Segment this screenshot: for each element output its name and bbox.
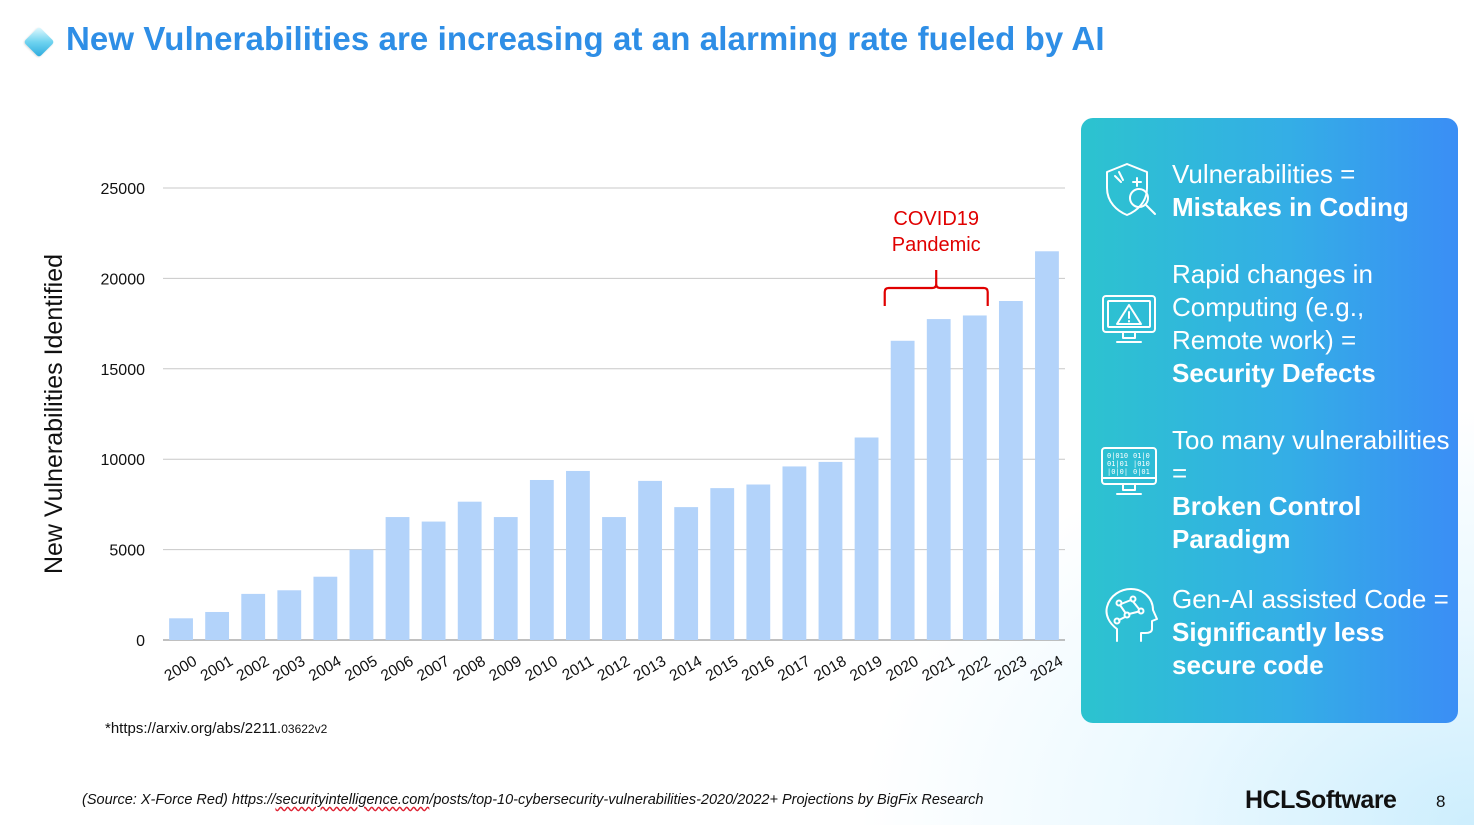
x-tick-label: 2008 <box>450 653 488 685</box>
source-url-link[interactable]: securityintelligence.com <box>275 792 430 808</box>
x-tick-label: 2007 <box>414 653 452 685</box>
bar <box>385 517 410 640</box>
title-row: New Vulnerabilities are increasing at an… <box>22 20 1105 58</box>
bar <box>962 315 987 640</box>
annotation-label-line1: COVID19 <box>893 208 979 230</box>
y-axis-label: New Vulnerabilities Identified <box>40 254 68 574</box>
hclsoftware-logo: HCLSoftware <box>1245 786 1397 814</box>
info-item-bold: Mistakes in Coding <box>1172 192 1409 222</box>
page-title: New Vulnerabilities are increasing at an… <box>66 20 1105 57</box>
ai-head-icon <box>1105 588 1158 642</box>
x-tick-label: 2021 <box>919 653 957 685</box>
info-item-text: Rapid changes in Computing (e.g., Remote… <box>1172 258 1454 390</box>
monitor-binary-icon: 0|010 01|01 |0|0| 01|0 |010 0|01 <box>1101 447 1157 495</box>
info-item-label: Rapid changes in Computing (e.g., Remote… <box>1172 259 1373 355</box>
x-tick-label: 2014 <box>667 653 706 685</box>
bar <box>566 470 590 640</box>
x-tick-label: 2002 <box>234 653 272 685</box>
x-tick-label: 2015 <box>703 653 741 685</box>
bar <box>854 437 879 640</box>
bar <box>493 517 518 640</box>
x-tick-label: 2022 <box>955 653 993 685</box>
page-number: 8 <box>1436 792 1446 811</box>
source-suffix: /posts/top-10-cybersecurity-vulnerabilit… <box>429 792 984 808</box>
bar <box>205 611 230 640</box>
x-tick-label: 2013 <box>631 653 669 685</box>
svg-text:|010: |010 <box>1133 460 1150 468</box>
bar <box>926 319 951 640</box>
bar <box>313 576 338 640</box>
y-tick-label: 15000 <box>101 362 146 379</box>
x-tick-label: 2006 <box>378 653 416 685</box>
bar <box>890 340 915 640</box>
bar <box>529 479 554 640</box>
x-tick-label: 2004 <box>306 653 345 685</box>
svg-text:01|01: 01|01 <box>1107 460 1128 468</box>
svg-text:|0|0|: |0|0| <box>1107 468 1128 476</box>
info-item-text: Vulnerabilities = Mistakes in Coding <box>1172 158 1454 224</box>
bar <box>349 549 374 640</box>
bar <box>818 461 843 640</box>
bar <box>638 480 662 640</box>
shield-search-icon <box>1106 163 1156 216</box>
x-tick-label: 2019 <box>847 653 885 685</box>
bar-chart: 0500010000150002000025000200020012002200… <box>40 181 1067 685</box>
svg-text:01|0: 01|0 <box>1133 452 1150 460</box>
x-tick-label: 2009 <box>486 653 524 685</box>
bar <box>782 466 807 640</box>
info-item-bold: Broken Control Paradigm <box>1172 491 1362 554</box>
x-tick-label: 2024 <box>1028 653 1067 685</box>
info-item-bold: Security Defects <box>1172 358 1376 388</box>
x-tick-label: 2020 <box>883 653 922 685</box>
bar <box>602 517 626 640</box>
bar <box>998 301 1023 640</box>
info-item-label: Vulnerabilities = <box>1172 159 1356 189</box>
y-tick-label: 5000 <box>109 543 145 560</box>
x-tick-label: 2010 <box>522 653 561 685</box>
bar <box>421 521 446 640</box>
y-tick-label: 20000 <box>101 271 146 288</box>
x-tick-label: 2005 <box>342 653 380 685</box>
footnote: *https://arxiv.org/abs/2211.03622v2 <box>105 720 327 737</box>
bar <box>457 501 482 640</box>
source-prefix: (Source: X-Force Red) https:// <box>82 792 276 808</box>
annotation-brace <box>883 270 989 306</box>
bar <box>277 590 302 640</box>
bar <box>1035 251 1059 640</box>
source-citation: (Source: X-Force Red) https://securityin… <box>82 792 983 808</box>
info-item-text: Gen-AI assisted Code = Significantly les… <box>1172 583 1454 682</box>
y-tick-label: 25000 <box>101 181 146 198</box>
x-tick-label: 2012 <box>595 653 633 685</box>
bar <box>710 488 735 640</box>
info-item-label: Too many vulnerabilities = <box>1172 425 1450 488</box>
x-tick-label: 2023 <box>991 653 1029 685</box>
x-tick-label: 2017 <box>775 653 813 685</box>
monitor-warning-icon <box>1102 295 1156 343</box>
bar <box>674 507 699 640</box>
svg-text:0|01: 0|01 <box>1133 468 1150 476</box>
svg-text:0|010: 0|010 <box>1107 452 1128 460</box>
x-tick-label: 2018 <box>811 653 849 685</box>
bar <box>746 484 771 640</box>
footnote-small: 03622v2 <box>281 722 328 736</box>
info-panel: Vulnerabilities = Mistakes in Coding Rap… <box>1081 118 1458 723</box>
bar <box>241 593 266 640</box>
x-tick-label: 2003 <box>270 653 308 685</box>
x-tick-label: 2000 <box>162 653 201 685</box>
y-tick-label: 10000 <box>101 452 146 469</box>
info-item-bold: Significantly less secure code <box>1172 617 1385 680</box>
x-tick-label: 2016 <box>739 653 777 685</box>
y-tick-label: 0 <box>136 633 145 650</box>
info-item-label: Gen-AI assisted Code = <box>1172 584 1449 614</box>
annotation-label-line2: Pandemic <box>892 234 981 256</box>
footnote-main: *https://arxiv.org/abs/2211. <box>105 720 282 737</box>
bar <box>169 618 193 640</box>
info-item-text: Too many vulnerabilities = Broken Contro… <box>1172 424 1454 556</box>
x-tick-label: 2001 <box>198 653 236 685</box>
x-tick-label: 2011 <box>560 653 597 684</box>
